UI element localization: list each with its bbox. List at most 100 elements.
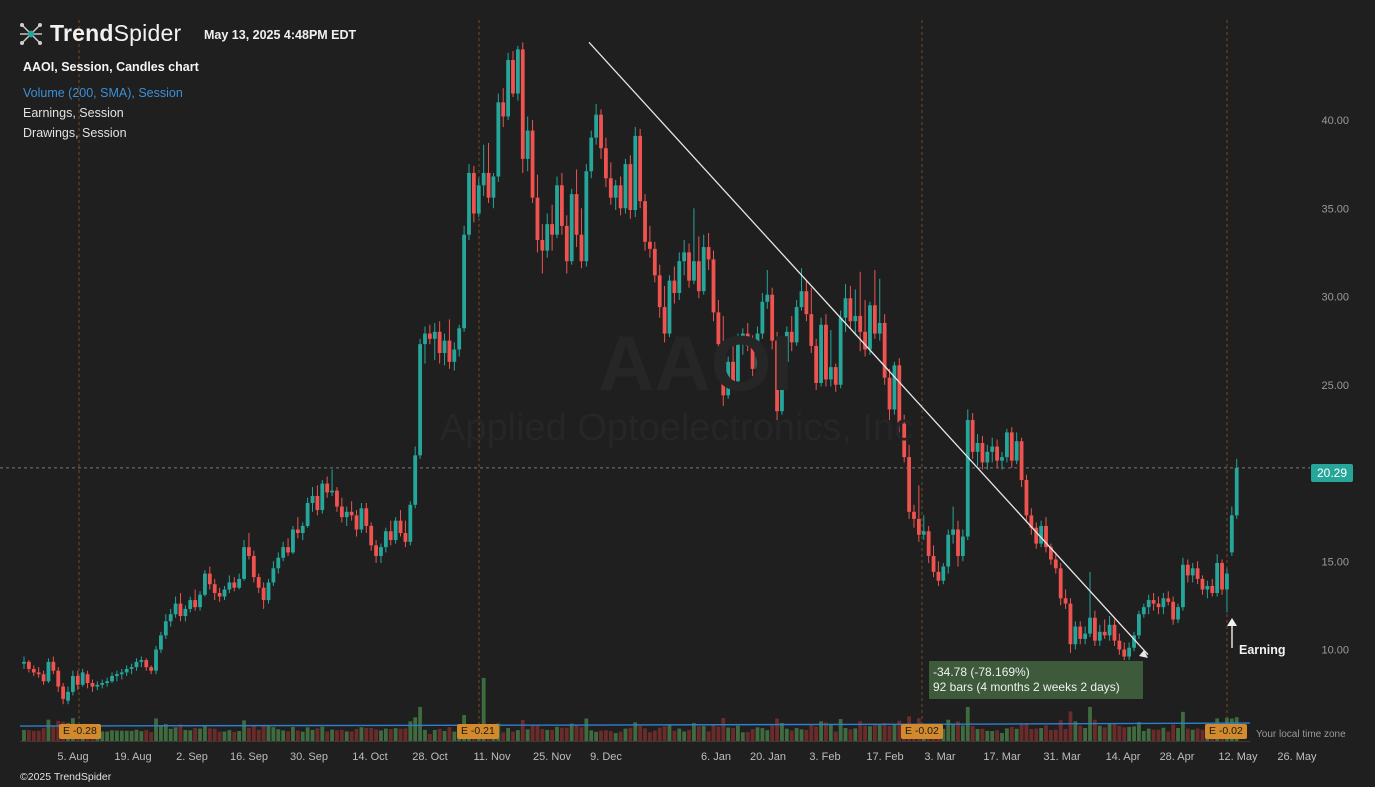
- volume-bar: [1029, 728, 1034, 741]
- volume-bar: [1058, 720, 1063, 741]
- candle-body: [447, 340, 452, 362]
- candle-body: [833, 367, 838, 385]
- candle-body: [452, 349, 457, 362]
- volume-bar: [305, 727, 310, 741]
- candle-body: [897, 365, 902, 424]
- volume-bar: [56, 720, 61, 741]
- volume-bar: [261, 726, 266, 741]
- x-axis-tick-label: 11. Nov: [473, 751, 511, 763]
- candle-body: [604, 148, 608, 179]
- candle-body: [1225, 573, 1229, 590]
- spider-icon: [20, 22, 42, 45]
- candle-body: [251, 555, 256, 578]
- measure-change: -34.78 (-78.169%): [933, 665, 1030, 679]
- candle-body: [608, 178, 613, 198]
- volume-bar: [26, 730, 31, 741]
- volume-bar: [154, 718, 158, 741]
- candle-body: [975, 442, 980, 452]
- candle-body: [1220, 563, 1224, 590]
- x-axis-tick-label: 17. Feb: [866, 751, 903, 763]
- candle-body: [638, 135, 643, 202]
- candle-body: [716, 312, 721, 345]
- volume-bar: [134, 729, 139, 741]
- candle-body: [31, 668, 36, 673]
- candle-body: [682, 252, 687, 262]
- trendline-measure-box[interactable]: -34.78 (-78.169%) 92 bars (4 months 2 we…: [929, 661, 1143, 699]
- brand-light: Spider: [113, 20, 182, 46]
- candle-body: [877, 322, 882, 334]
- earnings-badge[interactable]: E -0.02: [901, 724, 943, 739]
- watermark-ticker: AAOI: [598, 319, 793, 407]
- candle-body: [657, 275, 662, 308]
- candle-body: [731, 361, 735, 382]
- candle-body: [46, 661, 51, 682]
- volume-bar: [789, 730, 794, 741]
- candle-body: [476, 185, 481, 214]
- earnings-badge[interactable]: E -0.02: [1205, 724, 1247, 739]
- volume-bar: [848, 729, 853, 741]
- earnings-badge[interactable]: E -0.21: [457, 724, 499, 739]
- timezone-label[interactable]: Your local time zone: [1256, 729, 1346, 740]
- volume-bar: [1112, 723, 1117, 741]
- volume-bar: [203, 725, 207, 741]
- x-axis-tick-label: 31. Mar: [1043, 751, 1081, 763]
- x-axis-tick-label: 20. Jan: [750, 751, 786, 763]
- volume-bar: [574, 724, 579, 741]
- volume-bar: [824, 722, 828, 741]
- y-axis-tick-label: 35.00: [1321, 203, 1349, 215]
- candle-body: [789, 331, 794, 343]
- candle-body: [61, 686, 66, 699]
- candle-body: [926, 531, 931, 556]
- candle-body: [946, 534, 951, 567]
- candle-body: [1161, 598, 1166, 608]
- volume-bar: [692, 723, 696, 741]
- volume-bar: [1044, 725, 1048, 741]
- volume-bar: [628, 727, 633, 741]
- candle-body: [139, 660, 144, 662]
- volume-bar: [1176, 728, 1180, 741]
- volume-bar: [31, 730, 36, 741]
- volume-bar: [946, 719, 951, 741]
- candle-body: [1073, 626, 1078, 645]
- volume-bar: [418, 706, 422, 741]
- volume-bar: [956, 721, 960, 741]
- x-axis-tick-label: 6. Jan: [701, 751, 731, 763]
- volume-bar: [310, 729, 315, 741]
- candle-body: [863, 331, 867, 350]
- last-price-tag: 20.29: [1311, 464, 1353, 482]
- volume-bar: [589, 730, 594, 741]
- candle-body: [819, 324, 823, 383]
- volume-bar: [775, 718, 779, 741]
- candle-body: [110, 675, 114, 682]
- volume-bar: [520, 719, 525, 741]
- trendline-arrowhead: [1139, 650, 1148, 658]
- volume-bar: [667, 724, 672, 741]
- candle-body: [115, 674, 119, 676]
- legend-earnings[interactable]: Earnings, Session: [23, 106, 124, 120]
- candle-body: [154, 649, 158, 671]
- candle-body: [398, 520, 403, 534]
- legend-chart-title[interactable]: AAOI, Session, Candles chart: [23, 60, 199, 74]
- candle-body: [222, 589, 227, 597]
- legend-volume[interactable]: Volume (200, SMA), Session: [23, 86, 183, 100]
- candle-body: [809, 314, 814, 346]
- candle-body: [1166, 598, 1171, 602]
- volume-bar: [535, 724, 540, 741]
- volume-bar: [320, 726, 325, 741]
- candle-body: [931, 555, 936, 572]
- candle-body: [1141, 607, 1146, 615]
- candle-body: [696, 261, 701, 292]
- volume-bar: [105, 731, 110, 741]
- trendline: [588, 41, 1149, 655]
- y-axis-tick-label: 10.00: [1321, 645, 1349, 657]
- legend-drawings[interactable]: Drawings, Session: [23, 126, 127, 140]
- candle-body: [163, 621, 168, 636]
- x-axis-tick-label: 28. Apr: [1160, 751, 1195, 763]
- earnings-badge[interactable]: E -0.28: [59, 724, 101, 739]
- candle-body: [26, 661, 31, 669]
- candle-body: [530, 130, 535, 198]
- candle-body: [217, 593, 222, 597]
- volume-bar: [481, 677, 486, 741]
- candle-body: [882, 322, 887, 378]
